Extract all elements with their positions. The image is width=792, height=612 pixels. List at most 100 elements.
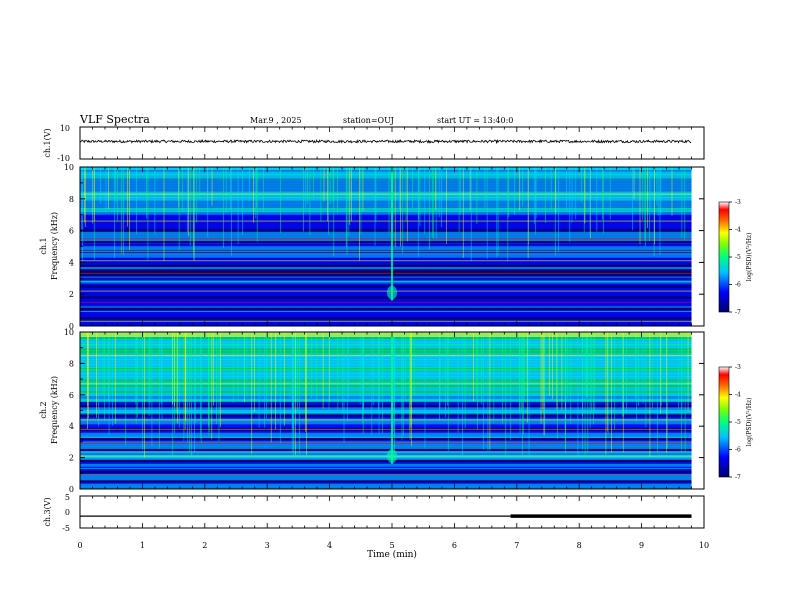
spectrogram-band [80, 208, 692, 212]
spectrogram-band [80, 392, 692, 397]
ch2-colorbar [718, 366, 730, 478]
spectrogram-band [80, 339, 692, 343]
spectrogram-band [80, 477, 692, 481]
spectrogram-band [80, 323, 692, 326]
spectrogram-dark-band [80, 307, 692, 310]
ch1-spectrogram-image [80, 167, 692, 326]
spectrogram-band [80, 466, 692, 470]
spectrogram-band [80, 280, 692, 284]
spectrogram-dark-band [80, 448, 692, 452]
spectrogram-band [80, 197, 692, 201]
spectrogram-band [80, 370, 692, 374]
time-tick-label: 9 [639, 541, 644, 550]
spectrogram-band [80, 342, 692, 346]
ch2-spectrogram-ylabel: Frequency (kHz) [50, 376, 59, 444]
spectrogram-dark-band [80, 414, 692, 417]
time-tick-label: 8 [577, 541, 582, 550]
spectrogram-band [80, 248, 692, 252]
time-tick-label: 2 [202, 541, 207, 550]
spectrogram-band [80, 429, 692, 433]
spectrogram-band [80, 308, 692, 313]
ch3-panel: 5 0 -5 ch.3(V) [43, 493, 705, 533]
time-tick-label: 5 [389, 541, 394, 550]
freq-tick-label: 2 [69, 454, 74, 463]
spectrogram-band [80, 260, 692, 264]
ch1-waveform-ylabel: ch.1(V) [43, 128, 52, 157]
spectrogram-dark-band [80, 480, 692, 483]
freq-tick-label: 8 [69, 195, 74, 204]
colorbar-tick-label: -5 [735, 254, 741, 261]
ch1-waveform-frame [79, 126, 705, 160]
freq-tick-label: 2 [69, 290, 74, 299]
freq-tick-label: 4 [69, 258, 74, 267]
freq-tick-label: 10 [64, 328, 74, 337]
spectrogram-band [80, 387, 692, 391]
spectrogram-band [80, 347, 692, 351]
spectrogram-band [80, 291, 692, 295]
spectrogram-dark-band [80, 264, 692, 267]
spectrogram-band [80, 222, 692, 227]
spectrogram-band [80, 251, 692, 255]
spectrogram-band [80, 353, 692, 357]
spectrogram-band [80, 182, 692, 187]
spectrogram-band [80, 205, 692, 210]
spectrogram-band [80, 303, 692, 307]
spectrogram-band [80, 384, 692, 388]
ch1-colorbar-label: log(PSD)(V²/Hz) [746, 233, 753, 282]
ch3-ytick-top: 5 [65, 493, 70, 502]
freq-tick-label: 8 [69, 359, 74, 368]
spectrogram-band [80, 191, 692, 195]
freq-tick-label: 0 [69, 485, 74, 494]
spectrogram-band [80, 412, 692, 416]
freq-tick-label: 10 [64, 163, 74, 172]
spectrogram-band [80, 245, 692, 250]
time-axis-label: Time (min) [367, 549, 417, 560]
event-blob [387, 449, 397, 464]
spectrogram-band [80, 336, 692, 340]
spectrogram-band [80, 268, 692, 273]
spectrogram-band [80, 277, 692, 281]
spectrogram-band [80, 390, 692, 394]
spectrogram-band [80, 188, 692, 192]
spectrogram-dark-band [80, 296, 692, 299]
spectrogram-band [80, 202, 692, 207]
spectrogram-band [80, 243, 692, 247]
spectrogram-dark-band [80, 428, 692, 431]
ch2-spectrogram-channel-label: ch.2 [39, 401, 48, 418]
time-axis-ticks [79, 127, 705, 528]
ch1-waveform-trace [79, 138, 692, 145]
time-axis-labels: 0 1 2 3 4 5 6 7 8 9 10 [77, 541, 709, 550]
spectrogram-band [80, 265, 692, 270]
spectrogram-band [80, 254, 692, 258]
spectrogram-band [80, 483, 692, 487]
spectrogram-band [80, 171, 692, 175]
spectrogram-band [80, 440, 692, 445]
spectrogram-band [80, 359, 692, 363]
spectrogram-dark-band [80, 470, 692, 474]
spectrogram-band [80, 395, 692, 399]
ch3-frame [79, 495, 705, 529]
colorbar-tick-label: -6 [735, 447, 741, 454]
spectrogram-band [80, 407, 692, 411]
spectrogram-band [80, 257, 692, 261]
spectrogram-band [80, 356, 692, 360]
spectrogram-band [80, 350, 692, 354]
freq-tick-label: 6 [69, 391, 74, 400]
colorbar-tick-label: -7 [735, 474, 741, 481]
ch1-spectrogram-channel-label: ch.1 [39, 237, 48, 254]
time-tick-label: 7 [514, 541, 519, 550]
colorbar-tick-label: -4 [735, 392, 741, 399]
ch1-ytick-bottom: -10 [57, 154, 70, 163]
spectrogram-band [80, 375, 692, 380]
spectrogram-band [80, 234, 692, 238]
ch2-spectrogram-image [80, 332, 692, 489]
spectrogram-band [80, 217, 692, 221]
ch3-ytick-mid: 0 [65, 508, 70, 517]
spectrogram-band [80, 231, 692, 235]
spectrogram-band [80, 305, 692, 310]
spectrogram-band [80, 174, 692, 178]
station-label: station=OUJ [343, 116, 394, 125]
spectrogram-band [80, 446, 692, 450]
